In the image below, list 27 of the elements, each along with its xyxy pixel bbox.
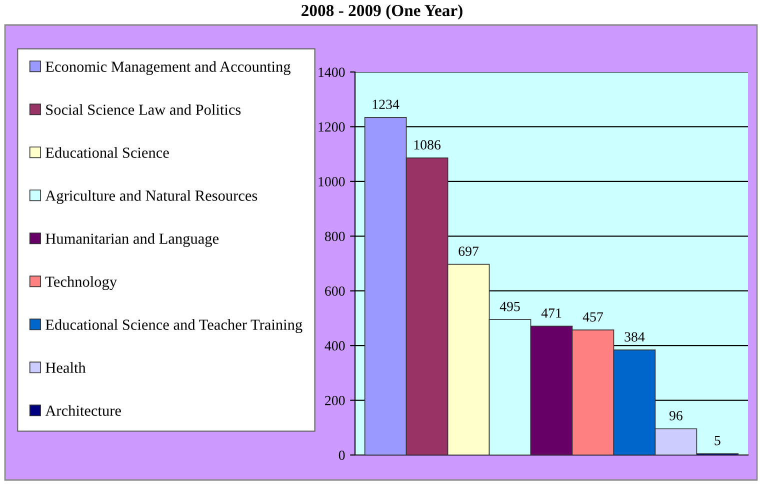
chart-title: 2008 - 2009 (One Year) (302, 4, 462, 20)
legend-label: Architecture (45, 405, 121, 416)
data-label: 1234 (372, 100, 400, 110)
data-label: 471 (541, 308, 562, 318)
y-tick-label: 1400 (318, 68, 345, 77)
data-label: 384 (624, 332, 645, 342)
legend-label: Humanitarian and Language (46, 233, 219, 247)
y-tick-label: 200 (325, 396, 345, 406)
legend-label: Social Science Law and Politics (46, 104, 241, 115)
y-tick-label: 800 (324, 232, 345, 242)
legend-label: Health (46, 362, 86, 373)
y-tick-label: 1200 (318, 122, 345, 132)
data-label: 495 (500, 302, 520, 312)
data-label: 96 (669, 411, 682, 420)
data-label: 697 (458, 246, 479, 256)
y-tick-label: 400 (324, 341, 345, 351)
legend-label: Agriculture and Natural Resources (45, 190, 258, 204)
y-tick-label: 600 (325, 286, 345, 296)
y-tick-label: 0 (338, 450, 345, 460)
data-label: 457 (582, 312, 603, 322)
y-tick-label: 1000 (318, 177, 345, 186)
legend-label: Educational Science (46, 147, 169, 158)
data-label: 1086 (414, 140, 441, 150)
legend-label: Economic Management and Accounting (46, 61, 290, 76)
data-label: 5 (714, 436, 720, 446)
legend-label: Technology (45, 276, 117, 290)
legend-label: Educational Science and Teacher Training (46, 319, 302, 334)
